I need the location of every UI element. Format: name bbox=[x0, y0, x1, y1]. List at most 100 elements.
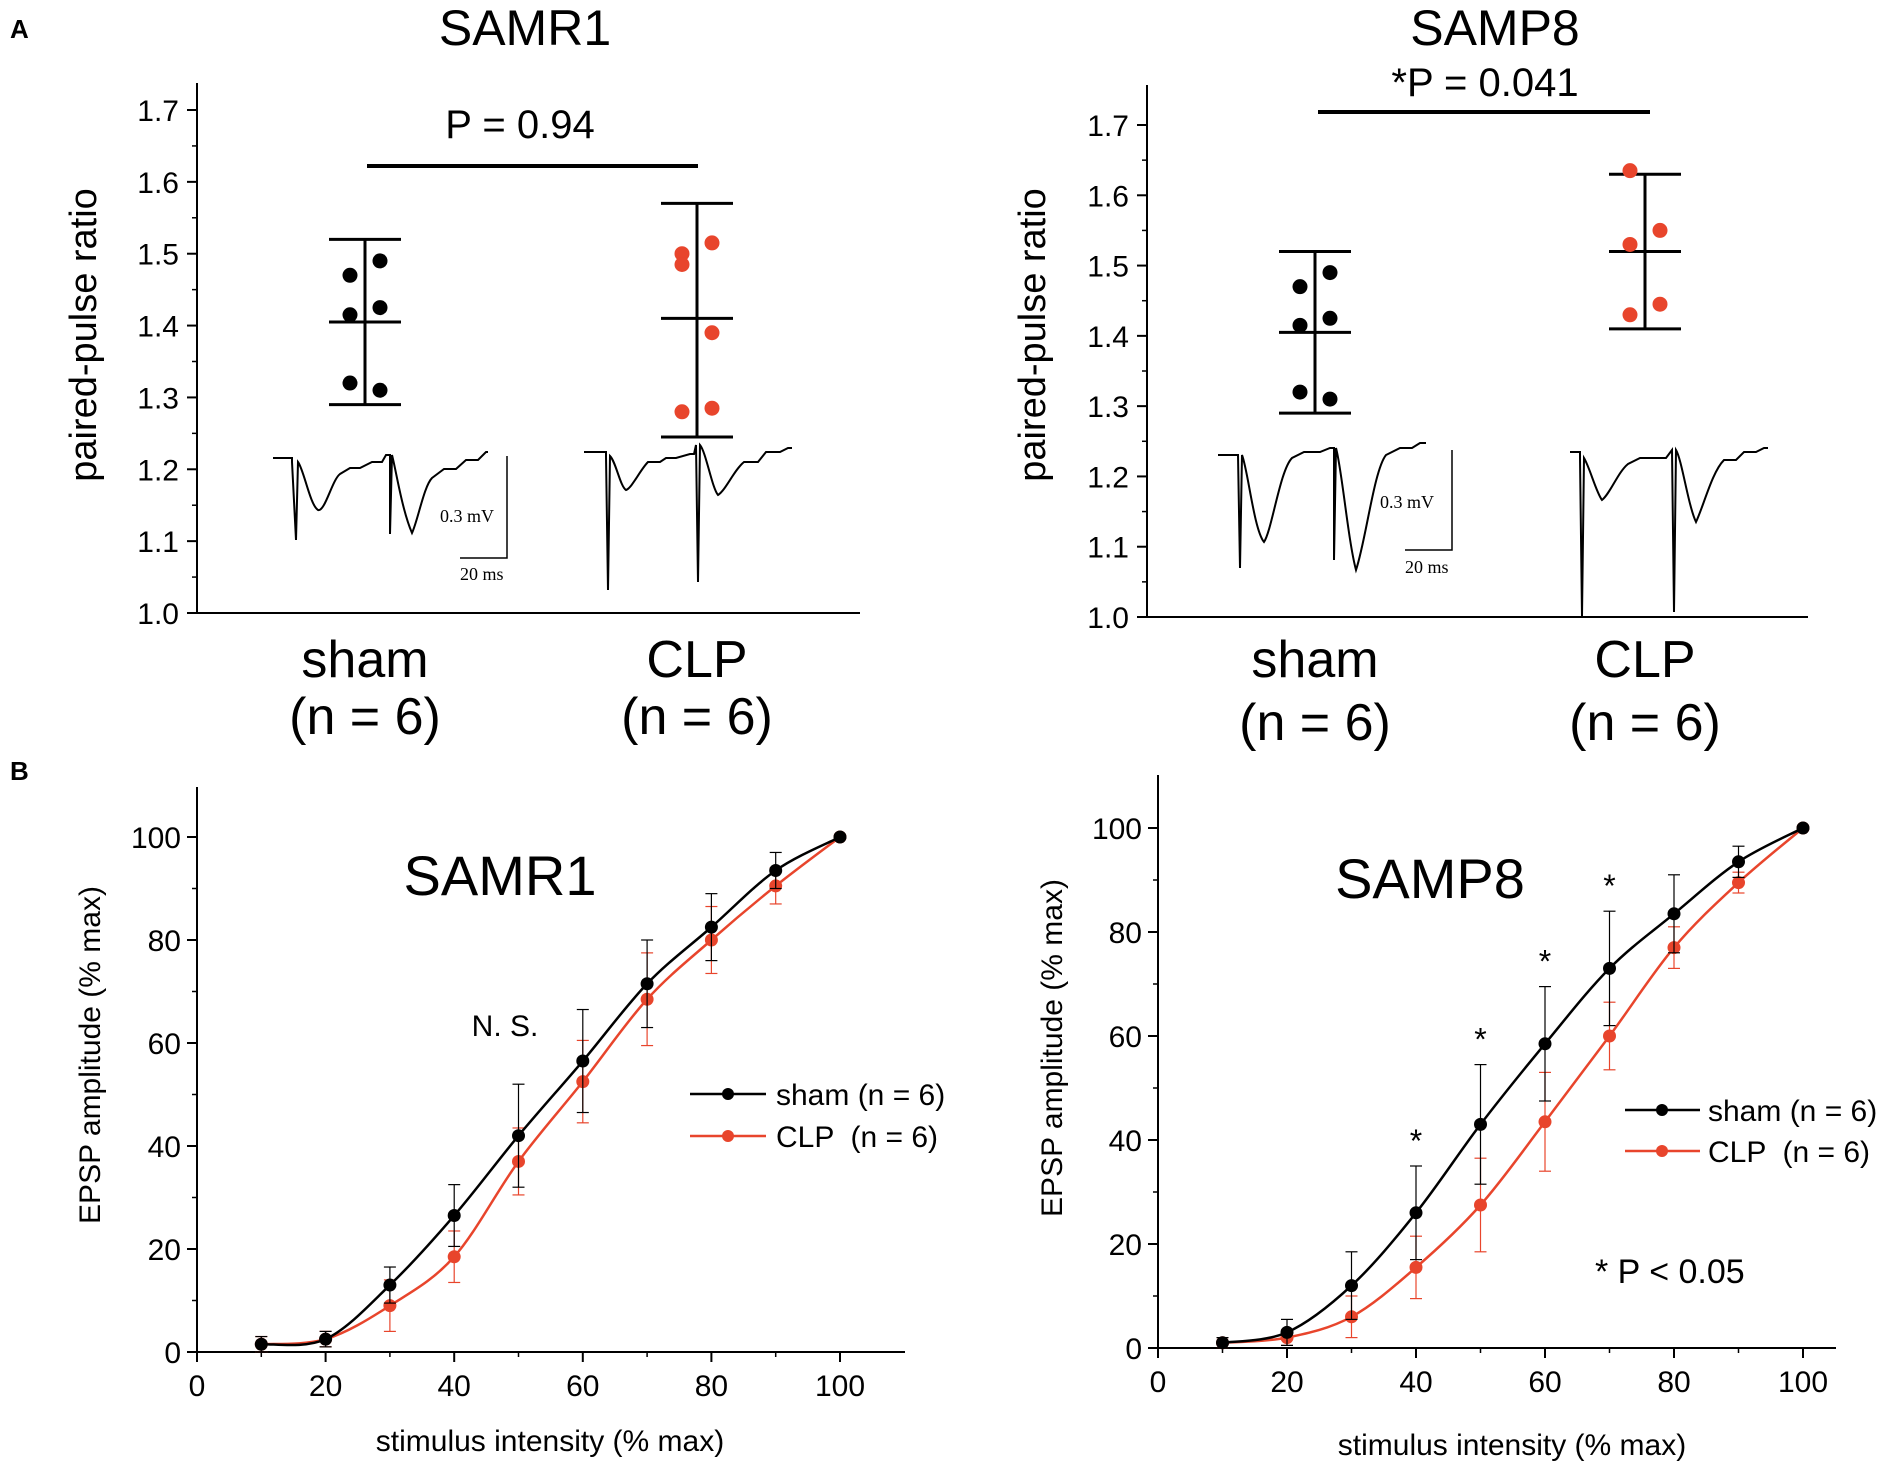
chart-b2-y-tick-label: 100 bbox=[1092, 813, 1142, 846]
chart-b1-point-sham bbox=[769, 863, 783, 877]
chart-b2-point-sham bbox=[1474, 1117, 1487, 1131]
chart-a1-y-label: paired-pulse ratio bbox=[63, 188, 105, 482]
chart-b1-point-sham bbox=[319, 1332, 333, 1346]
chart-b2-point-clp bbox=[1732, 876, 1745, 890]
chart-a2-example-traces: 0.3 mV 20 ms bbox=[1218, 442, 1768, 617]
chart-b1-point-sham bbox=[833, 830, 847, 844]
chart-b1-point-sham bbox=[254, 1337, 268, 1351]
chart-b2-significance-marker: * bbox=[1539, 944, 1551, 980]
chart-b1-point-sham bbox=[383, 1278, 397, 1292]
panel-label-b: B bbox=[10, 756, 29, 786]
chart-a1-scale-bar bbox=[460, 456, 508, 559]
chart-b2-x-tick-label: 40 bbox=[1399, 1366, 1432, 1399]
chart-a2-point-sham bbox=[1292, 384, 1308, 400]
chart-b2-y-tick-label: 60 bbox=[1109, 1021, 1142, 1054]
chart-a2-point-clp bbox=[1652, 222, 1668, 238]
chart-a1-point-clp bbox=[674, 256, 690, 272]
chart-a2-y-tick-label: 1.7 bbox=[1087, 110, 1129, 143]
chart-a2-title: SAMP8 bbox=[1410, 0, 1580, 56]
chart-a2-scale-bar bbox=[1405, 450, 1453, 551]
chart-b2-significance-marker: * bbox=[1474, 1022, 1486, 1058]
chart-a2-point-clp bbox=[1622, 163, 1638, 179]
chart-a2-y-tick-label: 1.2 bbox=[1087, 461, 1129, 494]
chart-b2-line-clp bbox=[1222, 827, 1804, 1345]
chart-a1-point-sham bbox=[372, 300, 388, 316]
chart-b1-y-tick-label: 20 bbox=[148, 1234, 181, 1267]
chart-a1-y-tick-label: 1.3 bbox=[137, 382, 179, 415]
chart-a2-y-tick-label: 1.1 bbox=[1087, 532, 1129, 565]
chart-b1-x-tick-label: 40 bbox=[438, 1370, 471, 1403]
chart-b1-x-tick-label: 20 bbox=[309, 1370, 342, 1403]
chart-b1-point-sham bbox=[640, 977, 654, 991]
chart-b2-plot: 0 20 40 60 80 100 0 20 40 60 80 100 * * * * bbox=[1092, 775, 1836, 1399]
chart-b1-y-tick-label: 40 bbox=[148, 1131, 181, 1164]
chart-a1-category-sham: sham bbox=[301, 631, 428, 689]
chart-a1-point-sham bbox=[342, 267, 358, 283]
chart-a1-scale-time: 20 ms bbox=[460, 564, 504, 584]
chart-a1-scale-amplitude: 0.3 mV bbox=[440, 506, 494, 526]
chart-a1-point-sham bbox=[372, 382, 388, 398]
chart-b1-point-sham bbox=[704, 920, 718, 934]
chart-a2-point-sham bbox=[1322, 265, 1338, 281]
chart-a2-point-sham bbox=[1292, 279, 1308, 295]
chart-a2-point-clp bbox=[1652, 296, 1668, 312]
chart-a1-trace-clp bbox=[584, 442, 792, 591]
chart-a1-y-tick-label: 1.2 bbox=[137, 454, 179, 487]
chart-b2-title: SAMP8 bbox=[1335, 847, 1525, 910]
chart-a1-plot: 1.0 1.1 1.2 1.3 1.4 1.5 1.6 1.7 bbox=[137, 83, 860, 631]
chart-b2-x-label: stimulus intensity (% max) bbox=[1338, 1429, 1686, 1462]
chart-a1-n-clp: (n = 6) bbox=[621, 688, 773, 746]
chart-b2-x-tick-label: 80 bbox=[1657, 1366, 1690, 1399]
chart-b1-point-sham bbox=[447, 1209, 461, 1223]
chart-a1-point-sham bbox=[342, 375, 358, 391]
chart-b2-point-sham bbox=[1280, 1325, 1294, 1339]
chart-a2-n-sham: (n = 6) bbox=[1239, 694, 1391, 752]
chart-b2-point-sham bbox=[1732, 855, 1745, 869]
chart-a2-trace-clp bbox=[1570, 446, 1768, 617]
chart-b2-point-clp bbox=[1603, 1029, 1616, 1043]
chart-a2-y-tick-label: 1.3 bbox=[1087, 391, 1129, 424]
chart-a1-point-clp bbox=[704, 325, 720, 341]
chart-b2-legend-marker-sham bbox=[1656, 1104, 1668, 1116]
chart-b2-x-tick-label: 60 bbox=[1528, 1366, 1561, 1399]
chart-b2-annotation: * P < 0.05 bbox=[1595, 1253, 1745, 1291]
chart-b2-point-sham bbox=[1216, 1336, 1229, 1350]
chart-b1-point-sham bbox=[512, 1129, 525, 1143]
chart-b2-significance-marker: * bbox=[1603, 868, 1615, 904]
panel-label-a: A bbox=[10, 14, 29, 44]
chart-a2-trace-sham bbox=[1218, 442, 1426, 574]
chart-a2-y-label: paired-pulse ratio bbox=[1012, 188, 1054, 482]
chart-b1-legend-label-clp: CLP (n = 6) bbox=[776, 1121, 938, 1154]
chart-b1-title: SAMR1 bbox=[404, 844, 597, 907]
chart-b2-point-sham bbox=[1345, 1279, 1358, 1293]
chart-a2-y-tick-label: 1.4 bbox=[1087, 321, 1129, 354]
chart-a1-point-sham bbox=[372, 253, 388, 269]
chart-a1-n-sham: (n = 6) bbox=[289, 688, 441, 746]
chart-b1-y-tick-label: 0 bbox=[164, 1337, 181, 1370]
chart-b2-legend-label-clp: CLP (n = 6) bbox=[1708, 1136, 1870, 1169]
chart-a2-n-clp: (n = 6) bbox=[1569, 694, 1721, 752]
chart-b1-line-clp bbox=[261, 836, 841, 1346]
chart-b2-point-sham bbox=[1409, 1206, 1423, 1220]
chart-a1-point-clp bbox=[674, 404, 690, 420]
chart-b2-legend-marker-clp bbox=[1656, 1145, 1668, 1157]
chart-a2-y-tick-label: 1.0 bbox=[1087, 602, 1129, 635]
chart-b2-point-clp bbox=[1474, 1198, 1487, 1212]
chart-b2-y-tick-label: 40 bbox=[1109, 1125, 1142, 1158]
chart-a1: SAMR1 P = 0.94 paired-pulse ratio sham C… bbox=[63, 0, 860, 746]
chart-a1-y-tick-label: 1.7 bbox=[137, 95, 179, 128]
chart-b1-y-tick-label: 80 bbox=[148, 925, 181, 958]
chart-b1-y-tick-label: 100 bbox=[131, 822, 181, 855]
chart-a1-point-clp bbox=[674, 246, 690, 262]
chart-a2-significance: *P = 0.041 bbox=[1391, 61, 1578, 105]
chart-b2-y-tick-label: 0 bbox=[1125, 1333, 1142, 1366]
chart-b2-x-tick-label: 20 bbox=[1270, 1366, 1303, 1399]
chart-a2-y-tick-label: 1.5 bbox=[1087, 251, 1129, 284]
chart-b2-legend: sham (n = 6) CLP (n = 6) bbox=[1625, 1095, 1877, 1169]
chart-b1-line-sham bbox=[261, 835, 841, 1347]
chart-b1-x-label: stimulus intensity (% max) bbox=[376, 1425, 724, 1458]
chart-b1-annotation: N. S. bbox=[472, 1010, 539, 1043]
chart-b2-point-sham bbox=[1667, 907, 1681, 921]
chart-b1-legend-marker-sham bbox=[722, 1088, 734, 1100]
chart-a1-point-clp bbox=[704, 235, 720, 251]
